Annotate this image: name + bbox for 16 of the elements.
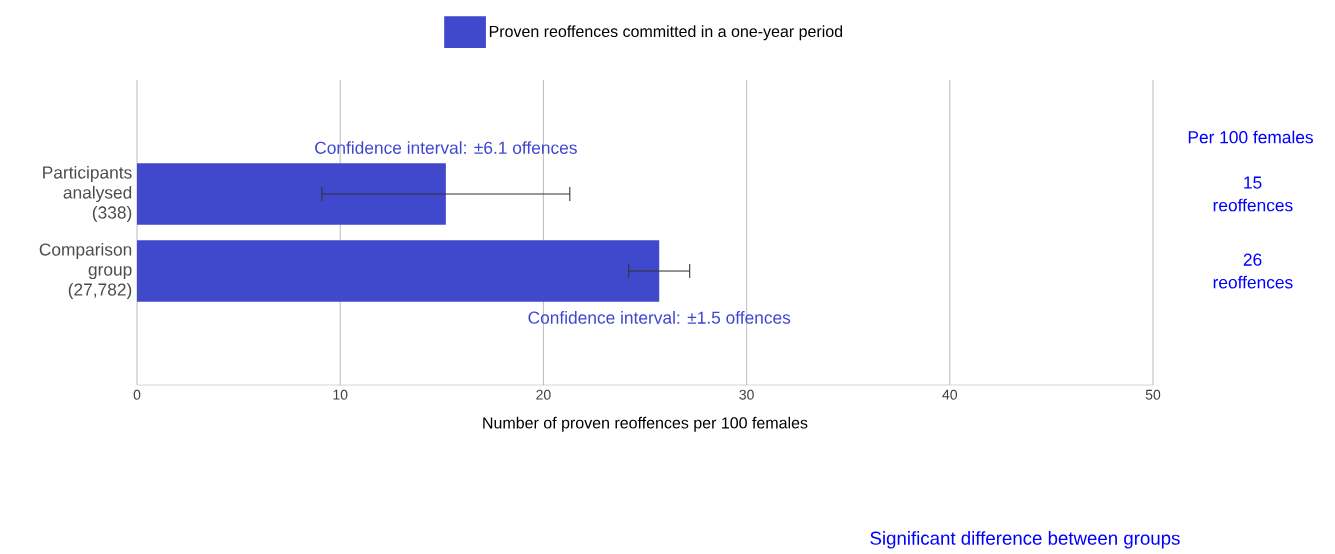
- data-label: 15 reoffences: [1213, 176, 1293, 212]
- x-tick-label: 50: [1145, 389, 1161, 400]
- x-tick-label: 30: [739, 389, 754, 400]
- x-tick-label: 20: [536, 389, 551, 400]
- text: Confidence interval: ±1.5 offences: [528, 311, 791, 324]
- x-axis-title: Number of proven reoffences per 100 females: [483, 416, 808, 432]
- text: Confidence interval: ±6.1 offences: [315, 141, 577, 154]
- x-tick-label: 0: [133, 389, 141, 400]
- legend-label: Proven reoffences committed in a one-year period: [489, 25, 843, 41]
- text: Per 100 females: [1188, 130, 1313, 144]
- y-tick-label: Participants analysed (338): [43, 165, 132, 223]
- y-tick-label: Comparison group (27,782): [39, 242, 132, 300]
- text: Significant difference between groups: [870, 531, 1180, 549]
- x-tick-label: 10: [333, 389, 348, 400]
- data-label: 26 reoffences: [1213, 253, 1293, 289]
- x-tick-label: 40: [942, 389, 958, 400]
